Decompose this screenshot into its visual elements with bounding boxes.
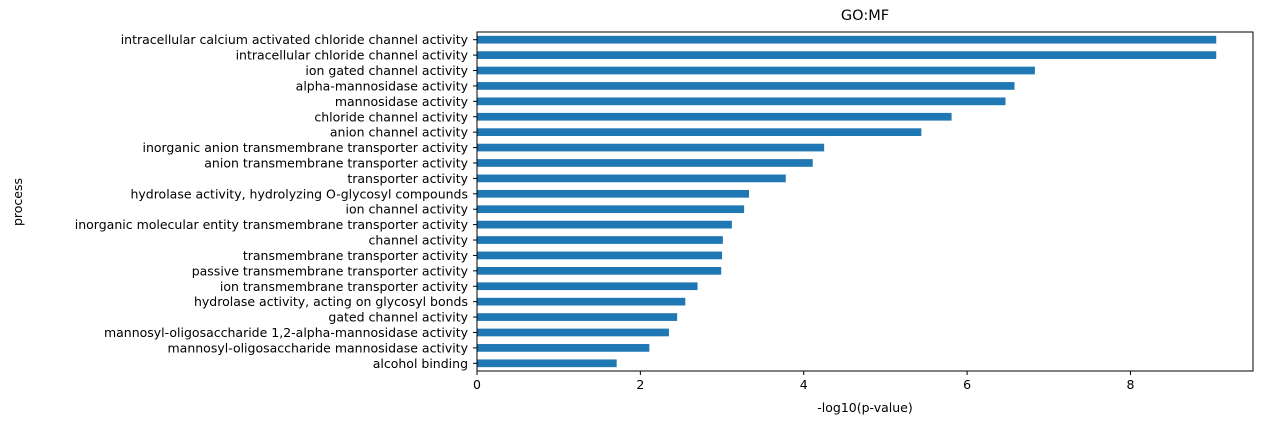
y-tick-label: anion transmembrane transporter activity — [204, 155, 468, 170]
y-tick-label: ion channel activity — [345, 202, 468, 217]
bar — [477, 189, 750, 198]
bar — [477, 282, 698, 291]
chart-title: GO:MF — [841, 8, 889, 24]
y-tick-label: intracellular chloride channel activity — [236, 48, 469, 63]
x-tick-label: 8 — [1126, 377, 1134, 392]
bars-group — [477, 35, 1217, 368]
bar — [477, 66, 1035, 75]
y-tick-label: inorganic anion transmembrane transporte… — [142, 140, 468, 155]
y-tick-label: alpha-mannosidase activity — [296, 78, 469, 93]
x-axis-title: -log10(p-value) — [817, 400, 912, 415]
y-tick-label: mannosidase activity — [335, 94, 469, 109]
y-tick-label: ion gated channel activity — [305, 63, 468, 78]
bar — [477, 35, 1217, 44]
plot-frame — [476, 31, 1254, 372]
bar — [477, 97, 1006, 106]
bar — [477, 143, 825, 152]
y-tick-label: ion transmembrane transporter activity — [220, 279, 469, 294]
y-tick-label: transporter activity — [347, 171, 468, 186]
bar — [477, 344, 650, 352]
bar — [477, 128, 922, 137]
y-tick-label: transmembrane transporter activity — [243, 248, 469, 263]
bar — [477, 359, 617, 368]
bar — [477, 174, 786, 183]
y-tick-label: intracellular calcium activated chloride… — [121, 32, 469, 47]
y-axis-title: process — [10, 178, 25, 226]
y-tick-label: hydrolase activity, hydrolyzing O-glycos… — [130, 186, 468, 201]
y-tick-label: alcohol binding — [373, 356, 468, 371]
bar — [477, 328, 669, 337]
x-tick-label: 2 — [636, 377, 644, 392]
x-tick-label: 4 — [800, 377, 808, 392]
bar — [477, 112, 952, 121]
bar — [477, 236, 723, 244]
y-tick-label: hydrolase activity, acting on glycosyl b… — [194, 294, 468, 309]
y-tick-label: channel activity — [368, 233, 468, 248]
bar — [477, 159, 813, 167]
y-tick-label: mannosyl-oligosaccharide 1,2-alpha-manno… — [104, 325, 469, 340]
y-tick-labels: intracellular calcium activated chloride… — [75, 32, 477, 371]
y-tick-label: mannosyl-oligosaccharide mannosidase act… — [167, 340, 468, 355]
bar — [477, 205, 745, 214]
y-tick-label: anion channel activity — [330, 125, 469, 140]
y-tick-label: gated channel activity — [328, 310, 468, 325]
y-tick-label: inorganic molecular entity transmembrane… — [75, 217, 469, 232]
bar — [477, 313, 678, 321]
bar — [477, 297, 686, 306]
bar — [477, 51, 1217, 59]
bar — [477, 82, 1015, 90]
y-tick-label: passive transmembrane transporter activi… — [192, 263, 469, 278]
bar — [477, 251, 723, 260]
x-tick-label: 6 — [963, 377, 971, 392]
bar — [477, 266, 722, 275]
x-ticks: 0 2 4 6 8 — [473, 371, 1134, 392]
bar — [477, 220, 732, 229]
x-tick-label: 0 — [473, 377, 481, 392]
y-tick-label: chloride channel activity — [314, 109, 468, 124]
